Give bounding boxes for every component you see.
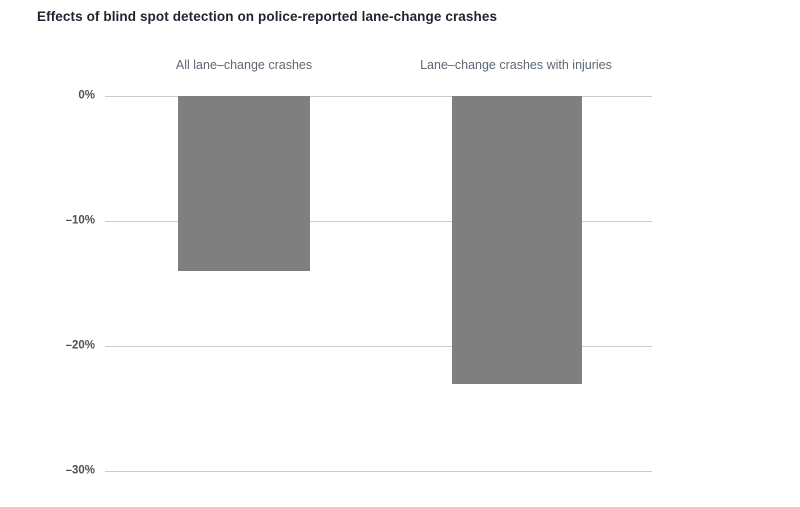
plot-area: 0% –10% –20% –30% bbox=[66, 90, 652, 476]
bar-lane-change-crashes-with-injuries bbox=[452, 96, 582, 384]
y-axis-tick-neg30pct: –30% bbox=[65, 464, 95, 477]
gridline-0pct bbox=[105, 96, 652, 97]
y-axis-tick-neg20pct: –20% bbox=[65, 339, 95, 352]
y-axis-tick-0pct: 0% bbox=[78, 89, 95, 102]
category-label-all-lane-change-crashes: All lane–change crashes bbox=[175, 58, 313, 72]
y-axis-tick-neg10pct: –10% bbox=[65, 214, 95, 227]
category-label-lane-change-crashes-with-injuries: Lane–change crashes with injuries bbox=[420, 58, 612, 72]
gridline-neg20pct bbox=[105, 346, 652, 347]
chart-title: Effects of blind spot detection on polic… bbox=[37, 9, 498, 24]
gridline-neg30pct bbox=[105, 471, 652, 472]
bar-all-lane-change-crashes bbox=[178, 96, 310, 271]
gridline-neg10pct bbox=[105, 220, 652, 222]
